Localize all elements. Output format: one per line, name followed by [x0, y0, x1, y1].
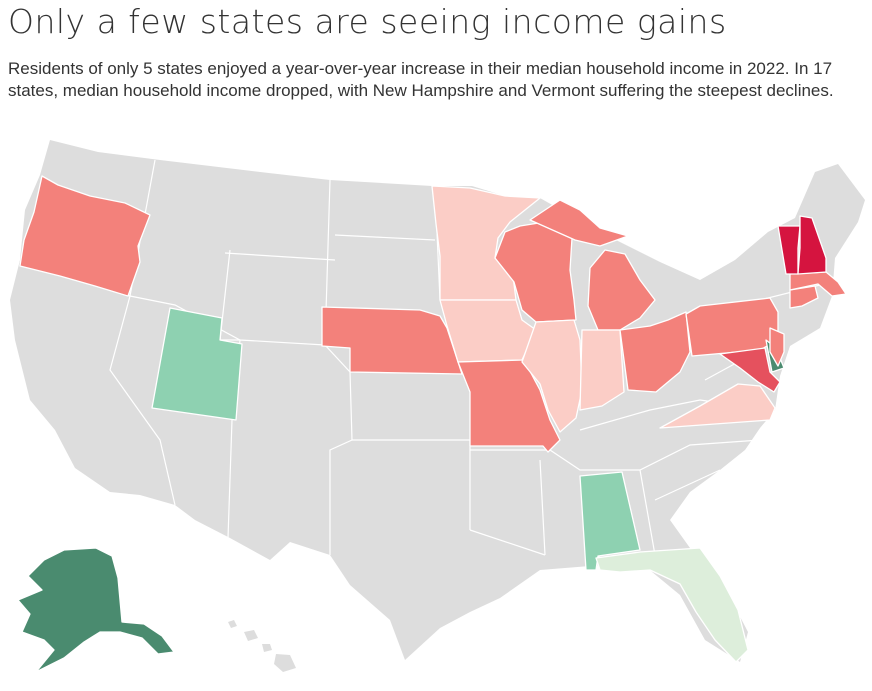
state-maryland — [719, 347, 781, 393]
map-subtitle: Residents of only 5 states enjoyed a yea… — [8, 59, 834, 100]
state-massachusetts — [789, 271, 847, 297]
state-oregon — [19, 175, 151, 297]
state-utah — [151, 307, 243, 421]
state-illinois — [521, 319, 583, 433]
state-pennsylvania — [685, 297, 779, 357]
map-title: Only a few states are seeing income gain… — [8, 2, 727, 41]
hawaii — [228, 620, 296, 672]
us-choropleth-map — [0, 128, 872, 691]
state-new-jersey — [769, 327, 785, 367]
state-michigan-upper — [529, 199, 629, 247]
state-alaska — [17, 547, 175, 673]
state-wisconsin — [494, 221, 577, 323]
state-ohio — [619, 311, 691, 393]
state-alabama — [579, 471, 641, 571]
colored-states — [17, 175, 847, 673]
state-indiana — [579, 329, 625, 411]
state-vermont — [777, 225, 801, 275]
state-florida — [595, 547, 749, 663]
state-virginia — [659, 383, 776, 429]
state-nebraska — [321, 306, 463, 375]
state-connecticut — [789, 285, 819, 309]
state-michigan-lower — [587, 249, 656, 331]
state-new-hampshire — [797, 215, 827, 275]
